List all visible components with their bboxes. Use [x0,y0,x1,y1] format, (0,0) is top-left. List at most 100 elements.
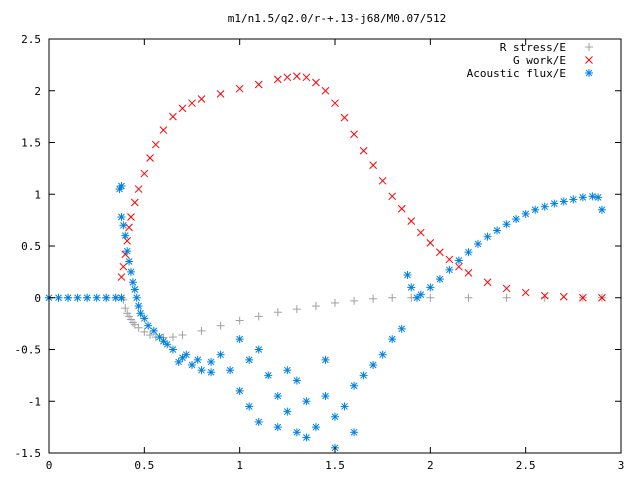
data-point [493,226,502,235]
data-point [350,428,359,437]
y-tick-label: 0.5 [21,240,41,253]
data-point [559,292,568,301]
x-tick-label: 2.5 [516,459,536,472]
data-point [235,335,244,344]
data-point [321,392,330,401]
data-point [117,293,126,302]
data-point [340,113,349,122]
data-point [264,371,273,380]
data-point [197,366,206,375]
data-point [464,269,473,277]
data-point [168,345,177,354]
x-tick-label: 0.5 [134,459,154,472]
data-point [502,293,511,302]
data-point [283,407,292,416]
data-point [169,112,177,121]
data-point [454,256,463,265]
x-axis: 0 0.5 1 1.5 2 2.5 3 [46,39,624,472]
data-point [426,239,435,247]
data-point [350,296,359,305]
data-point [311,423,320,432]
data-point [127,213,135,221]
data-point [197,326,206,335]
data-point [550,199,559,208]
data-point [119,221,128,230]
data-point [144,321,153,330]
data-point [134,323,143,332]
data-point [594,193,603,202]
data-point [445,265,454,274]
chart-title: m1/n1.5/q2.0/r-+.13-j68/M0.07/512 [228,12,447,25]
data-point [521,288,530,297]
data-point [245,402,254,411]
data-point [216,321,225,330]
data-point [64,293,73,302]
data-point [83,293,92,302]
data-point [350,130,358,139]
data-point [407,283,416,292]
data-point [579,293,587,302]
data-point [369,161,377,170]
data-point [163,340,172,349]
data-point [321,355,330,364]
data-point [369,361,378,370]
data-point [134,302,143,311]
data-point [403,270,412,279]
data-point [126,267,135,276]
data-point [193,355,202,364]
data-point [151,140,160,149]
y-tick-label: 1 [34,188,41,201]
series-1 [117,72,606,302]
data-point [130,285,139,294]
data-point [512,215,521,224]
data-point [146,331,155,340]
legend-marker [585,56,593,64]
data-point [128,318,137,327]
data-point [578,193,587,202]
x-tick-label: 0 [46,459,53,472]
data-point [273,75,282,84]
data-point [292,428,301,437]
data-point [92,293,101,302]
legend-marker [585,69,593,77]
data-point [254,312,263,321]
y-tick-label: 1.5 [21,137,41,150]
data-point [54,293,63,302]
data-point [540,293,549,302]
data-point [388,293,397,302]
data-point [540,291,549,300]
data-point [311,302,320,311]
data-point [207,368,216,377]
y-axis: -1.5 -1 -0.5 0 0.5 1 1.5 2 2.5 [15,33,621,460]
data-point [502,284,511,293]
data-point [416,290,425,299]
y-tick-label: 2 [34,85,41,98]
data-point [312,78,320,87]
data-point [359,146,368,155]
data-point [174,357,183,366]
y-tick-label: 2.5 [21,33,41,46]
plot-frame [48,38,622,454]
data-point [359,371,368,380]
data-point [292,305,301,314]
data-point [140,169,149,178]
data-point [125,257,134,266]
data-point [521,209,530,218]
data-point [598,293,606,302]
data-point [178,353,187,362]
data-point [182,350,191,359]
data-point [302,73,311,82]
data-point [121,304,130,313]
data-point [435,275,444,284]
data-point [378,350,387,359]
data-point [464,248,473,257]
x-tick-label: 1.5 [325,459,345,472]
data-point [128,278,137,287]
data-point [293,72,301,81]
data-point [283,73,292,82]
data-point [235,316,244,325]
data-point [254,345,263,354]
data-point [331,298,339,307]
